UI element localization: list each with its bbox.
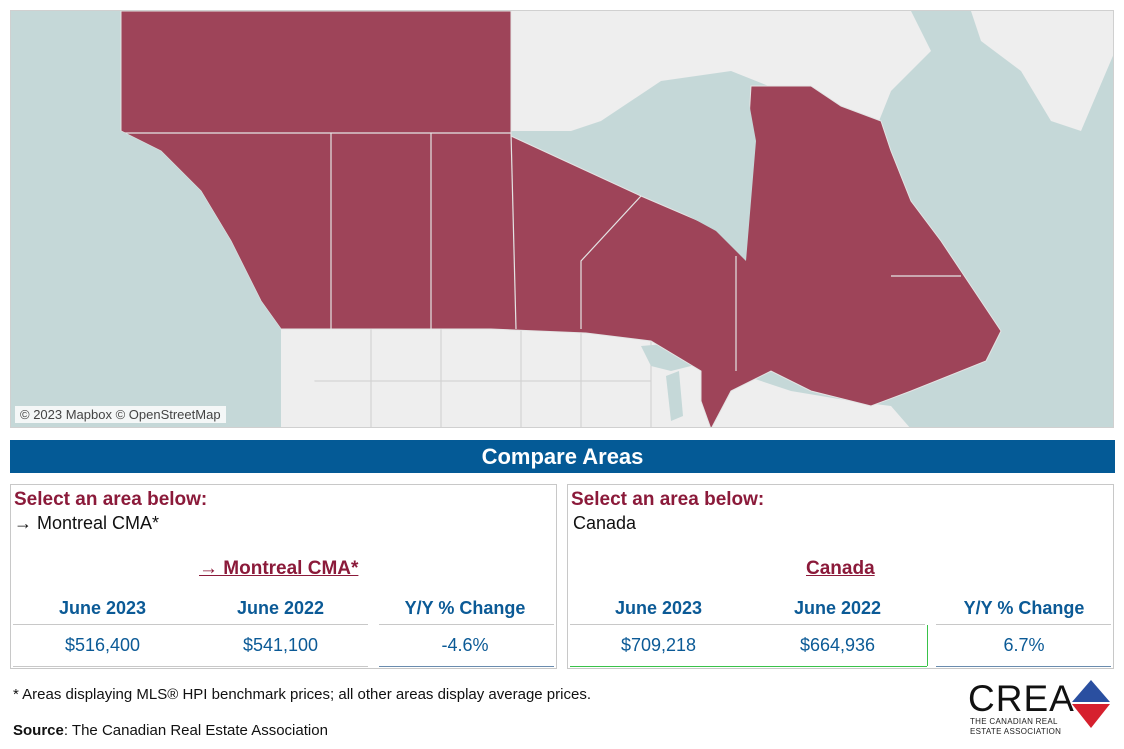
logo-subtitle-line1: THE CANADIAN REAL	[970, 717, 1058, 726]
crea-logo: CREA THE CANADIAN REAL ESTATE ASSOCIATIO…	[968, 678, 1114, 744]
column-header-june-2023: June 2023	[58, 598, 147, 618]
value-yy-change: -4.6%	[441, 635, 489, 655]
area-selector[interactable]: Canada	[573, 513, 637, 533]
column-header-yy-change: Y/Y % Change	[404, 598, 526, 618]
value-june-2023: $516,400	[64, 635, 141, 655]
lake-michigan	[666, 371, 683, 421]
logo-diamond-icon	[1072, 680, 1110, 728]
cell-divider	[927, 625, 928, 666]
header-rule	[13, 624, 368, 625]
value-june-2023: $709,218	[620, 635, 697, 655]
source-label: Source	[13, 722, 64, 739]
value-june-2022: $664,936	[799, 635, 876, 655]
footnote: * Areas displaying MLS® HPI benchmark pr…	[13, 686, 591, 703]
column-header-yy-change: Y/Y % Change	[963, 598, 1085, 618]
compare-panel-left: Select an area below: → Montreal CMA* → …	[10, 484, 557, 669]
pnw-land	[281, 329, 331, 427]
compare-panel-right: Select an area below: Canada Canada June…	[567, 484, 1114, 669]
compare-areas-banner: Compare Areas	[10, 440, 1115, 473]
hudson-bay	[591, 86, 756, 261]
footer-rule	[570, 666, 927, 667]
select-area-label: Select an area below:	[14, 489, 208, 510]
column-header-june-2022: June 2022	[236, 598, 325, 618]
map-canvas[interactable]	[11, 11, 1114, 428]
logo-wordmark: CREA	[968, 678, 1075, 719]
footer-rule	[379, 666, 554, 667]
header-rule	[936, 624, 1111, 625]
source-text: : The Canadian Real Estate Association	[63, 722, 328, 739]
logo-subtitle: THE CANADIAN REAL ESTATE ASSOCIATION	[970, 717, 1061, 737]
province-borders	[121, 132, 961, 371]
area-selector[interactable]: → Montreal CMA*	[14, 513, 160, 533]
value-june-2022: $541,100	[242, 635, 319, 655]
column-header-june-2022: June 2022	[793, 598, 882, 618]
source-line: Source: The Canadian Real Estate Associa…	[13, 722, 328, 739]
header-rule	[379, 624, 554, 625]
value-yy-change: 6.7%	[1003, 635, 1045, 655]
usa-state-lines	[281, 329, 652, 427]
logo-subtitle-line2: ESTATE ASSOCIATION	[970, 727, 1062, 736]
usa-land	[281, 329, 910, 427]
canada-map[interactable]: © 2023 Mapbox © OpenStreetMap	[10, 10, 1114, 428]
footer-rule	[936, 666, 1111, 667]
area-title-link[interactable]: Canada	[806, 558, 875, 579]
pacific-water	[11, 106, 281, 329]
column-header-june-2023: June 2023	[614, 598, 703, 618]
footer-rule	[13, 666, 368, 667]
area-title-link[interactable]: → Montreal CMA*	[199, 558, 359, 579]
greenland-land	[971, 11, 1113, 131]
header-rule	[570, 624, 925, 625]
map-attribution: © 2023 Mapbox © OpenStreetMap	[15, 406, 226, 423]
select-area-label: Select an area below:	[571, 489, 765, 510]
